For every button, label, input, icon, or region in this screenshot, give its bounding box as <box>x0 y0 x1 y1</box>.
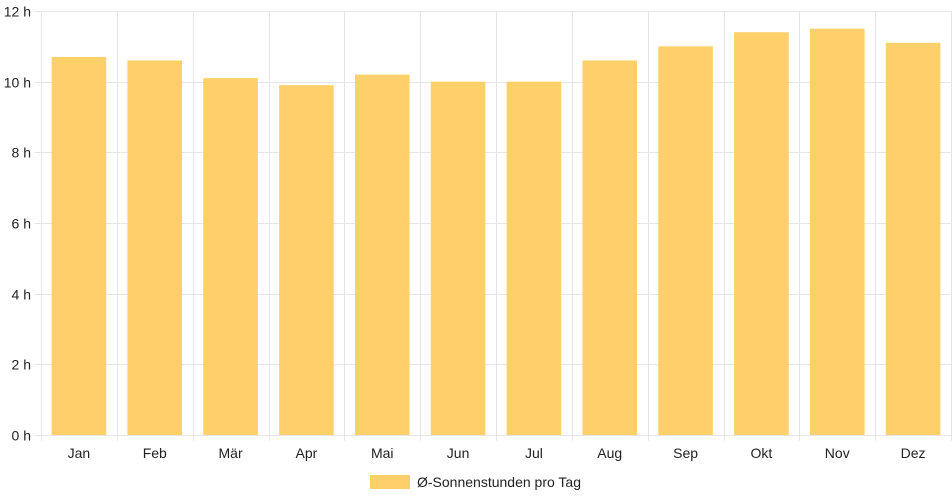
bar-okt[interactable] <box>734 32 789 435</box>
y-tick-label: 12 h <box>4 4 31 20</box>
x-tick-label: Mai <box>371 445 394 461</box>
bars <box>51 28 941 436</box>
legend[interactable]: Ø-Sonnenstunden pro Tag <box>370 474 581 490</box>
x-tick-label: Jan <box>68 445 91 461</box>
y-tick-label: 0 h <box>12 428 31 444</box>
bar-jan[interactable] <box>51 56 107 435</box>
y-tick-label: 10 h <box>4 75 31 91</box>
legend-label[interactable]: Ø-Sonnenstunden pro Tag <box>417 474 581 490</box>
legend-swatch[interactable] <box>370 475 410 489</box>
x-tick-label: Nov <box>825 445 850 461</box>
bar-aug[interactable] <box>582 60 638 435</box>
x-tick-label: Jun <box>447 445 470 461</box>
y-tick-label: 4 h <box>12 287 31 303</box>
bar-apr[interactable] <box>279 85 334 435</box>
x-tick-label: Apr <box>296 445 318 461</box>
x-tick-label: Aug <box>597 445 622 461</box>
y-tick-label: 6 h <box>12 216 31 232</box>
grid-lines <box>35 11 952 441</box>
x-tick-label: Dez <box>901 445 926 461</box>
bar-nov[interactable] <box>809 28 865 436</box>
bar-jun[interactable] <box>430 81 486 436</box>
x-tick-label: Mär <box>219 445 243 461</box>
x-tick-label: Okt <box>751 445 773 461</box>
bar-mär[interactable] <box>203 78 258 435</box>
bar-jul[interactable] <box>506 81 562 436</box>
x-axis: Jan Feb Mär Apr Mai Jun Jul Aug Sep Okt Nov Dez <box>68 445 926 461</box>
bar-feb[interactable] <box>127 60 183 435</box>
x-tick-label: Jul <box>525 445 543 461</box>
y-tick-label: 2 h <box>12 357 31 373</box>
x-tick-label: Sep <box>673 445 698 461</box>
y-axis: 0 h 2 h 4 h 6 h 8 h 10 h 12 h <box>4 4 31 444</box>
y-tick-label: 8 h <box>12 145 31 161</box>
x-tick-label: Feb <box>143 445 167 461</box>
bar-sep[interactable] <box>658 46 713 435</box>
bar-dez[interactable] <box>885 42 941 436</box>
bar-mai[interactable] <box>354 74 410 435</box>
